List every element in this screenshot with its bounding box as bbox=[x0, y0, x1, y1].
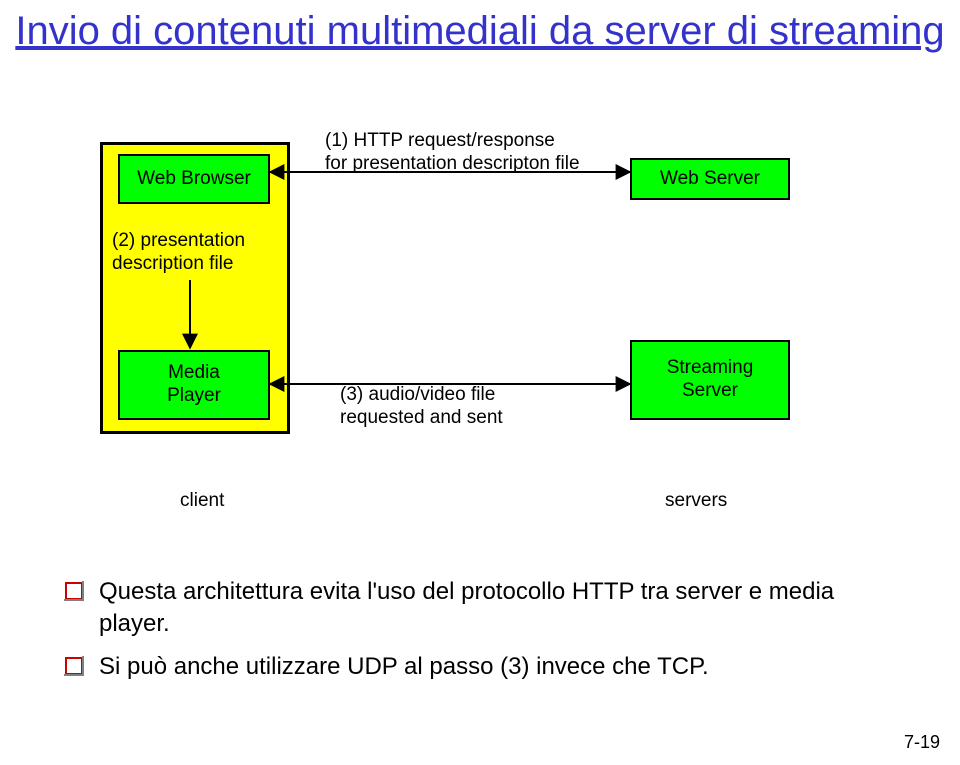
page-number: 7-19 bbox=[904, 732, 940, 753]
bullet-list: Questa architettura evita l'uso del prot… bbox=[65, 576, 895, 693]
bullet-icon bbox=[65, 582, 83, 600]
architecture-diagram: Web Browser MediaPlayer Web Server Strea… bbox=[100, 130, 870, 550]
bullet-text: Si può anche utilizzare UDP al passo (3)… bbox=[99, 651, 709, 683]
bullet-text: Questa architettura evita l'uso del prot… bbox=[99, 576, 895, 641]
bullet-icon bbox=[65, 657, 83, 675]
bullet-item: Si può anche utilizzare UDP al passo (3)… bbox=[65, 651, 895, 683]
diagram-arrows bbox=[100, 130, 870, 550]
bullet-item: Questa architettura evita l'uso del prot… bbox=[65, 576, 895, 641]
page-title: Invio di contenuti multimediali da serve… bbox=[0, 8, 960, 54]
